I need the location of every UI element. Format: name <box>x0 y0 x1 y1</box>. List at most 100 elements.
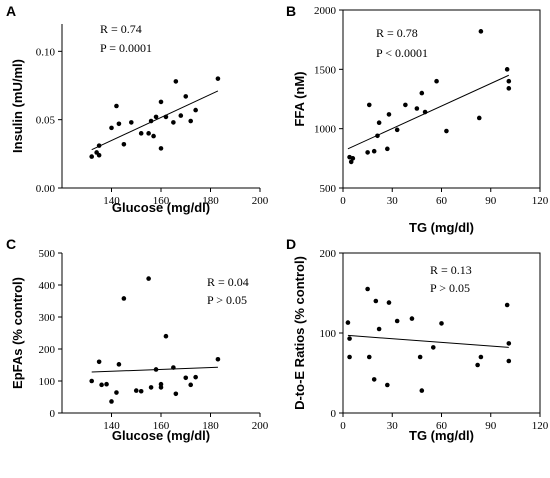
data-point <box>504 67 510 72</box>
data-point <box>183 94 189 99</box>
data-point <box>114 103 119 109</box>
data-point <box>188 118 193 124</box>
data-point <box>385 146 390 152</box>
data-point <box>394 318 400 324</box>
data-point <box>439 321 444 326</box>
data-point <box>385 382 390 388</box>
data-point <box>506 358 512 364</box>
x-axis-title-b: TG (mg/dl) <box>409 220 474 235</box>
data-point <box>345 320 351 325</box>
data-point <box>104 381 109 387</box>
data-point <box>422 109 428 115</box>
panel-letter-c: C <box>6 236 16 252</box>
x-tick-label: 200 <box>252 420 269 432</box>
data-point <box>215 76 221 81</box>
data-point <box>386 300 392 305</box>
data-point <box>375 133 380 139</box>
panel-d: D 0 30 60 90 120 0 100 200 TG (mg/dl) D-to-E Ratio… <box>286 236 549 443</box>
data-point <box>138 388 144 394</box>
data-point <box>386 112 392 117</box>
data-point <box>133 388 139 393</box>
data-point <box>476 115 482 121</box>
data-point <box>109 399 114 404</box>
y-tick-label: 0 <box>50 408 56 420</box>
y-tick-label: 100 <box>39 376 56 388</box>
x-tick-label: 200 <box>252 195 269 207</box>
data-point <box>114 390 119 395</box>
data-point <box>366 102 372 108</box>
data-point <box>371 148 377 154</box>
data-point <box>409 316 415 321</box>
data-point <box>419 388 425 393</box>
data-point <box>109 125 114 131</box>
axes-a <box>61 24 260 189</box>
y-tick-label: 500 <box>39 248 56 260</box>
x-axis-title-c: Glucose (mg/dl) <box>112 428 210 443</box>
data-point <box>96 143 102 148</box>
y-tick-label: 100 <box>320 328 337 340</box>
data-point <box>348 159 354 165</box>
panel-b: B 0 30 60 90 120 500 1000 1500 2000 TG (mg/dl) FFA … <box>286 3 549 235</box>
data-point <box>129 120 134 125</box>
y-tick-label: 1000 <box>314 124 337 136</box>
data-point <box>158 381 164 387</box>
data-point <box>366 354 372 360</box>
x-tick-label: 60 <box>436 195 448 207</box>
data-point <box>365 286 370 292</box>
data-point <box>475 362 480 368</box>
data-point <box>178 113 184 118</box>
x-tick-label: 180 <box>202 195 219 207</box>
r-value-c: R = 0.04 <box>207 275 249 289</box>
y-tick-label: 500 <box>320 183 337 195</box>
x-tick-label: 180 <box>202 420 219 432</box>
data-point <box>419 90 425 96</box>
data-point <box>173 391 179 397</box>
x-tick-label: 0 <box>340 195 346 207</box>
data-point <box>171 365 176 370</box>
data-point <box>183 375 189 381</box>
panel-c: C 140 160 180 200 0 100 200 300 400 500 Glucose (mg… <box>6 236 269 443</box>
data-point <box>151 133 156 139</box>
data-point <box>121 141 127 147</box>
data-point <box>146 276 151 281</box>
x-tick-label: 140 <box>103 195 120 207</box>
data-point <box>376 120 382 126</box>
regression-line-d <box>347 334 509 348</box>
data-point <box>215 356 221 362</box>
y-tick-label: 200 <box>39 344 56 356</box>
data-point <box>153 367 159 372</box>
data-point <box>163 114 169 120</box>
data-point <box>171 120 176 125</box>
x-axis-title-d: TG (mg/dl) <box>409 428 474 443</box>
plot-frame-b <box>342 9 541 189</box>
data-point <box>121 296 127 301</box>
panel-letter-a: A <box>6 3 16 19</box>
x-tick-label: 160 <box>153 420 170 432</box>
data-point <box>347 354 352 360</box>
y-axis-title-b: FFA (nM) <box>292 71 307 126</box>
y-axis-title-a: Insulin (mU/ml) <box>10 59 25 153</box>
data-point <box>148 118 154 124</box>
y-tick-label: 0 <box>331 408 337 420</box>
p-value-c: P > 0.05 <box>207 293 247 307</box>
data-point <box>96 152 102 158</box>
y-tick-label: 1500 <box>314 64 337 76</box>
data-point <box>478 29 484 34</box>
data-point <box>173 79 179 84</box>
data-point <box>365 150 370 155</box>
data-point <box>89 378 94 384</box>
data-point <box>373 298 379 304</box>
data-point <box>347 336 352 341</box>
data-point <box>89 154 94 159</box>
y-axis-title-d: D-to-E Ratios (% control) <box>292 256 307 410</box>
x-tick-label: 160 <box>153 195 170 207</box>
plot-frame-d <box>342 252 541 414</box>
data-point <box>506 78 512 84</box>
x-tick-label: 60 <box>436 420 448 432</box>
data-point <box>158 146 164 151</box>
data-point <box>96 359 102 365</box>
x-tick-label: 30 <box>387 420 399 432</box>
y-tick-label: 300 <box>39 312 56 324</box>
data-point <box>99 382 104 388</box>
y-tick-label: 0.00 <box>36 183 56 195</box>
